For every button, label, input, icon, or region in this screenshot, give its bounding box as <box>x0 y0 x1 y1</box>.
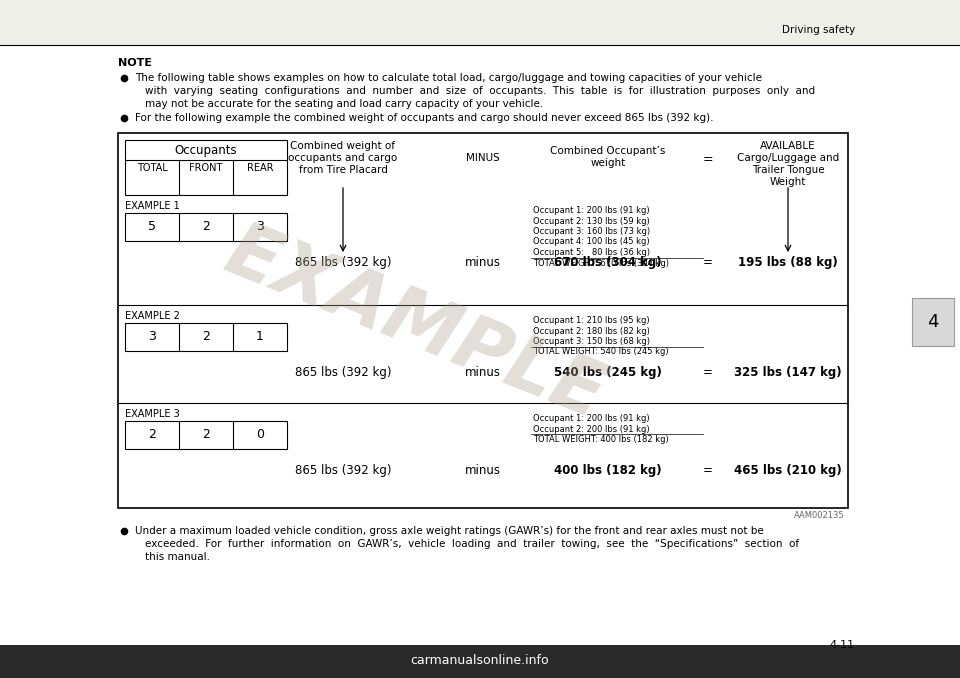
Text: Occupant 3: 160 lbs (73 kg): Occupant 3: 160 lbs (73 kg) <box>533 227 650 236</box>
Text: minus: minus <box>465 464 501 477</box>
Text: 4-11: 4-11 <box>829 640 855 650</box>
Text: 865 lbs (392 kg): 865 lbs (392 kg) <box>295 464 392 477</box>
Bar <box>0 645 960 678</box>
Text: 325 lbs (147 kg): 325 lbs (147 kg) <box>734 366 842 379</box>
Bar <box>125 421 287 449</box>
Text: with  varying  seating  configurations  and  number  and  size  of  occupants.  : with varying seating configurations and … <box>145 86 815 96</box>
Text: 3: 3 <box>148 330 156 344</box>
Text: =: = <box>703 366 713 379</box>
Text: =: = <box>703 464 713 477</box>
Bar <box>118 133 848 508</box>
Text: occupants and cargo: occupants and cargo <box>288 153 397 163</box>
Text: 540 lbs (245 kg): 540 lbs (245 kg) <box>554 366 662 379</box>
Text: =: = <box>703 256 713 269</box>
Text: MINUS: MINUS <box>467 153 500 163</box>
Text: EXAMPLE 3: EXAMPLE 3 <box>125 409 180 419</box>
Text: 2: 2 <box>202 220 210 233</box>
Text: minus: minus <box>465 256 501 269</box>
Text: Cargo/Luggage and: Cargo/Luggage and <box>737 153 839 163</box>
Text: Occupant 2: 180 lbs (82 kg): Occupant 2: 180 lbs (82 kg) <box>533 327 650 336</box>
Text: AAM002135: AAM002135 <box>794 511 845 520</box>
Text: REAR: REAR <box>247 163 274 173</box>
Text: Combined weight of: Combined weight of <box>291 141 396 151</box>
Text: NOTE: NOTE <box>118 58 152 68</box>
Text: 865 lbs (392 kg): 865 lbs (392 kg) <box>295 366 392 379</box>
Text: 4: 4 <box>927 313 939 331</box>
Text: The following table shows examples on how to calculate total load, cargo/luggage: The following table shows examples on ho… <box>135 73 762 83</box>
Text: 670 lbs (304 kg): 670 lbs (304 kg) <box>554 256 661 269</box>
Text: Occupant 1: 200 lbs (91 kg): Occupant 1: 200 lbs (91 kg) <box>533 206 650 215</box>
Text: 0: 0 <box>256 428 264 441</box>
Text: 2: 2 <box>148 428 156 441</box>
Bar <box>0 0 960 45</box>
Text: minus: minus <box>465 366 501 379</box>
Text: TOTAL WEIGHT: 670 lbs (304 kg): TOTAL WEIGHT: 670 lbs (304 kg) <box>533 258 669 268</box>
Text: 2: 2 <box>202 330 210 344</box>
Text: FRONT: FRONT <box>189 163 223 173</box>
Text: Occupant 4: 100 lbs (45 kg): Occupant 4: 100 lbs (45 kg) <box>533 237 650 247</box>
Text: 5: 5 <box>148 220 156 233</box>
Text: Weight: Weight <box>770 177 806 187</box>
Bar <box>125 323 287 351</box>
Text: EXAMPLE: EXAMPLE <box>214 215 615 435</box>
Text: For the following example the combined weight of occupants and cargo should neve: For the following example the combined w… <box>135 113 713 123</box>
Text: Occupants: Occupants <box>175 144 237 157</box>
Text: TOTAL WEIGHT: 540 lbs (245 kg): TOTAL WEIGHT: 540 lbs (245 kg) <box>533 348 668 357</box>
Text: Occupant 3: 150 lbs (68 kg): Occupant 3: 150 lbs (68 kg) <box>533 337 650 346</box>
Text: carmanualsonline.info: carmanualsonline.info <box>411 654 549 666</box>
Text: TOTAL WEIGHT: 400 lbs (182 kg): TOTAL WEIGHT: 400 lbs (182 kg) <box>533 435 669 444</box>
Text: Combined Occupant’s: Combined Occupant’s <box>550 146 665 156</box>
Text: may not be accurate for the seating and load carry capacity of your vehicle.: may not be accurate for the seating and … <box>145 99 543 109</box>
Text: Occupant 1: 200 lbs (91 kg): Occupant 1: 200 lbs (91 kg) <box>533 414 650 423</box>
Text: EXAMPLE 1: EXAMPLE 1 <box>125 201 180 211</box>
Text: 195 lbs (88 kg): 195 lbs (88 kg) <box>738 256 838 269</box>
Text: Occupant 2: 130 lbs (59 kg): Occupant 2: 130 lbs (59 kg) <box>533 216 650 226</box>
Text: 2: 2 <box>202 428 210 441</box>
Text: Occupant 5:   80 lbs (36 kg): Occupant 5: 80 lbs (36 kg) <box>533 248 650 257</box>
Text: =: = <box>703 153 713 166</box>
Text: Trailer Tongue: Trailer Tongue <box>752 165 825 175</box>
Text: 465 lbs (210 kg): 465 lbs (210 kg) <box>734 464 842 477</box>
Text: 865 lbs (392 kg): 865 lbs (392 kg) <box>295 256 392 269</box>
Text: from Tire Placard: from Tire Placard <box>299 165 388 175</box>
Text: Occupant 1: 210 lbs (95 kg): Occupant 1: 210 lbs (95 kg) <box>533 316 650 325</box>
Text: TOTAL: TOTAL <box>136 163 167 173</box>
Text: exceeded.  For  further  information  on  GAWR’s,  vehicle  loading  and  traile: exceeded. For further information on GAW… <box>145 539 799 549</box>
Text: this manual.: this manual. <box>145 552 210 562</box>
Text: Driving safety: Driving safety <box>781 25 855 35</box>
Bar <box>125 213 287 241</box>
Bar <box>912 298 954 346</box>
Text: Under a maximum loaded vehicle condition, gross axle weight ratings (GAWR’s) for: Under a maximum loaded vehicle condition… <box>135 526 764 536</box>
Text: 400 lbs (182 kg): 400 lbs (182 kg) <box>554 464 661 477</box>
Text: 1: 1 <box>256 330 264 344</box>
Bar <box>125 140 287 195</box>
Text: 3: 3 <box>256 220 264 233</box>
Text: EXAMPLE 2: EXAMPLE 2 <box>125 311 180 321</box>
Text: AVAILABLE: AVAILABLE <box>760 141 816 151</box>
Text: Occupant 2: 200 lbs (91 kg): Occupant 2: 200 lbs (91 kg) <box>533 424 650 433</box>
Text: weight: weight <box>590 158 626 168</box>
